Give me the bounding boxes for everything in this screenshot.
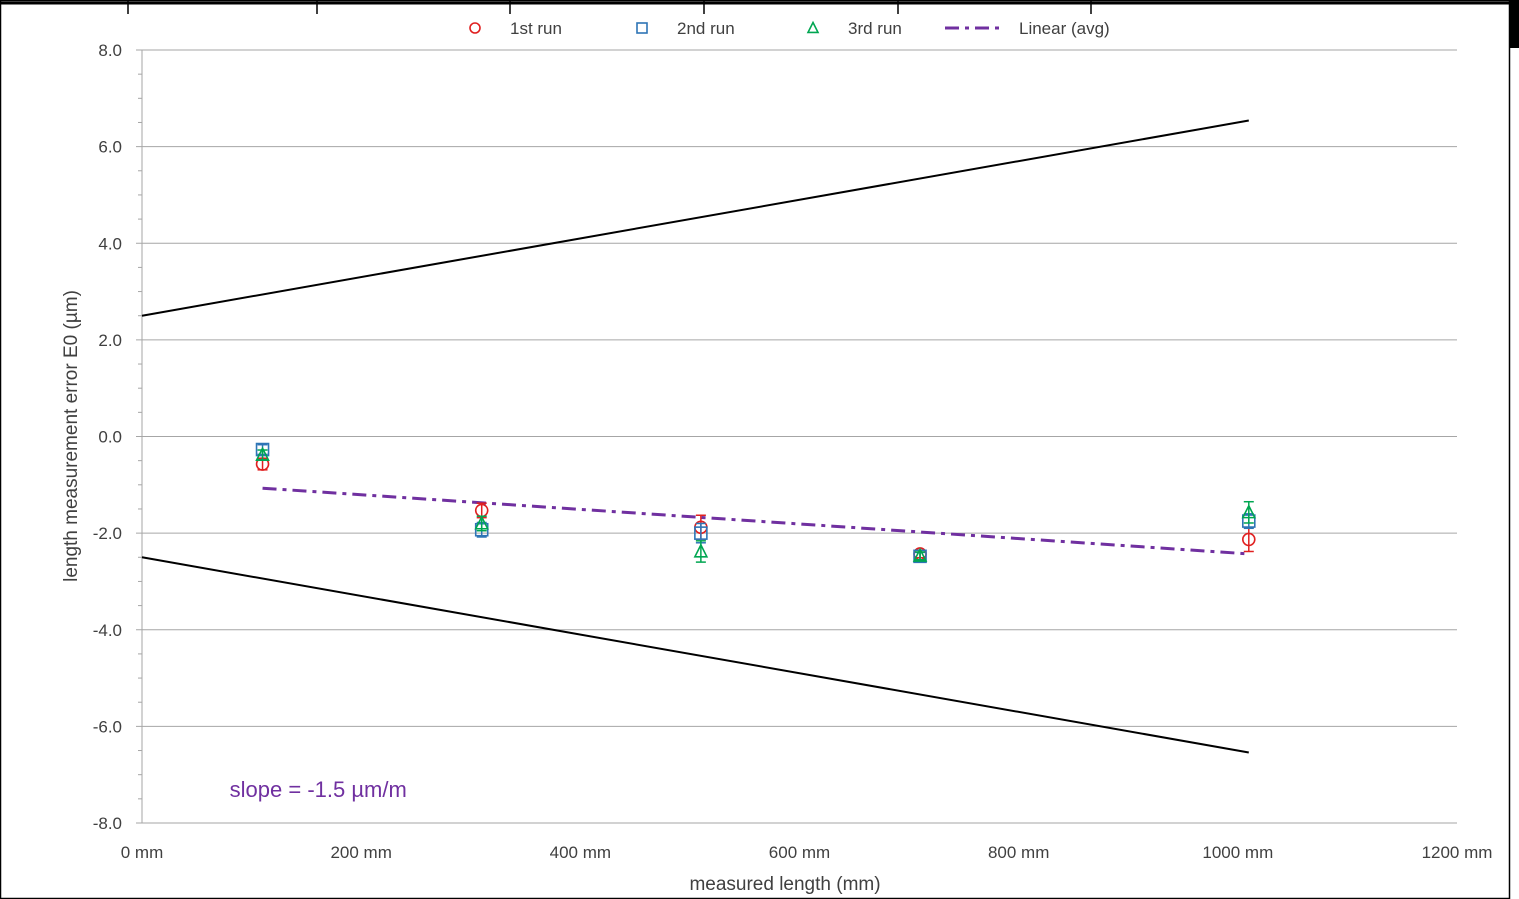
x-tick-label: 600 mm bbox=[769, 843, 830, 862]
legend-label: 1st run bbox=[510, 19, 562, 38]
trendline-avg bbox=[262, 486, 1249, 556]
legend-label: 3rd run bbox=[848, 19, 902, 38]
series-3 bbox=[255, 446, 1257, 563]
legend-marker bbox=[636, 22, 648, 34]
legend-label: 2nd run bbox=[677, 19, 735, 38]
x-tick-label: 400 mm bbox=[550, 843, 611, 862]
data-point bbox=[912, 547, 928, 562]
y-tick-label: -2.0 bbox=[93, 524, 122, 543]
trendline bbox=[262, 486, 1249, 556]
legend-marker bbox=[806, 20, 820, 34]
y-tick-label: -6.0 bbox=[93, 717, 122, 736]
header-corner bbox=[1510, 0, 1519, 48]
x-tick-labels: 0 mm 200 mm 400 mm 600 mm 800 mm 1000 mm 1200 … bbox=[121, 843, 1493, 862]
limit-lines bbox=[141, 119, 1249, 754]
y-axis-title: length measurement error E0 (µm) bbox=[61, 290, 82, 582]
y-tick-label: 6.0 bbox=[98, 138, 122, 157]
y-tick-label: -8.0 bbox=[93, 814, 122, 833]
legend-marker bbox=[469, 22, 481, 34]
data-point bbox=[693, 543, 709, 558]
legend-label: Linear (avg) bbox=[1019, 19, 1110, 38]
header-dividers bbox=[127, 0, 1092, 14]
data-point bbox=[1241, 503, 1257, 519]
x-tick-label: 1200 mm bbox=[1422, 843, 1493, 862]
gridlines bbox=[142, 49, 1457, 824]
x-tick-label: 0 mm bbox=[121, 843, 164, 862]
y-tick-label: 8.0 bbox=[98, 41, 122, 60]
legend: 1st run 2nd run 3rd run Linear (avg) bbox=[469, 19, 1110, 38]
lower-limit-line bbox=[141, 556, 1249, 754]
axes bbox=[136, 49, 143, 824]
data-series bbox=[255, 442, 1257, 564]
data-point bbox=[1241, 532, 1256, 547]
x-tick-label: 1000 mm bbox=[1202, 843, 1273, 862]
slope-annotation: slope = -1.5 µm/m bbox=[230, 777, 407, 802]
y-tick-label: -4.0 bbox=[93, 621, 122, 640]
x-tick-label: 800 mm bbox=[988, 843, 1049, 862]
upper-limit-line bbox=[141, 119, 1249, 317]
x-axis-title: measured length (mm) bbox=[689, 874, 880, 895]
data-point bbox=[255, 446, 270, 461]
y-tick-label: 0.0 bbox=[98, 428, 122, 447]
x-tick-label: 200 mm bbox=[330, 843, 391, 862]
y-tick-label: 2.0 bbox=[98, 331, 122, 350]
data-point bbox=[474, 515, 490, 530]
data-point bbox=[694, 526, 708, 540]
y-tick-label: 4.0 bbox=[98, 234, 122, 253]
y-tick-labels: 8.0 6.0 4.0 2.0 0.0 -2.0 -4.0 -6.0 -8.0 bbox=[93, 41, 122, 833]
